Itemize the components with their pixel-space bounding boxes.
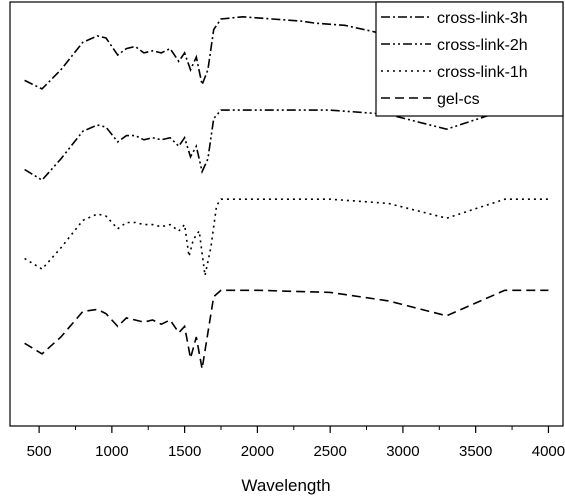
x-tick-label-3000: 3000 <box>386 443 419 460</box>
x-axis: 500 1000 1500 2000 2500 3000 3500 4000 <box>27 426 565 460</box>
series-line-cross-link-3h <box>24 15 389 90</box>
x-tick-label-2500: 2500 <box>313 443 346 460</box>
x-tick-label-1000: 1000 <box>95 443 128 460</box>
x-tick-label-500: 500 <box>27 443 52 460</box>
legend-label-cross-link-3h: cross-link-3h <box>437 10 528 27</box>
legend-label-cross-link-1h: cross-link-1h <box>437 64 528 81</box>
legend-items: cross-link-3h cross-link-2h cross-link-1h g… <box>381 10 528 108</box>
x-tick-label-2000: 2000 <box>241 443 274 460</box>
series-line-cross-link-1h <box>24 198 549 276</box>
legend-label-cross-link-2h: cross-link-2h <box>437 37 528 54</box>
x-axis-label: Wavelength <box>241 476 330 495</box>
legend: cross-link-3h cross-link-2h cross-link-1h g… <box>375 1 564 117</box>
series-layer <box>24 15 549 369</box>
x-tick-label-1500: 1500 <box>168 443 201 460</box>
legend-box <box>375 1 564 117</box>
x-tick-label-3500: 3500 <box>459 443 492 460</box>
x-tick-label-4000: 4000 <box>532 443 565 460</box>
legend-label-gel-cs: gel-cs <box>437 91 480 108</box>
